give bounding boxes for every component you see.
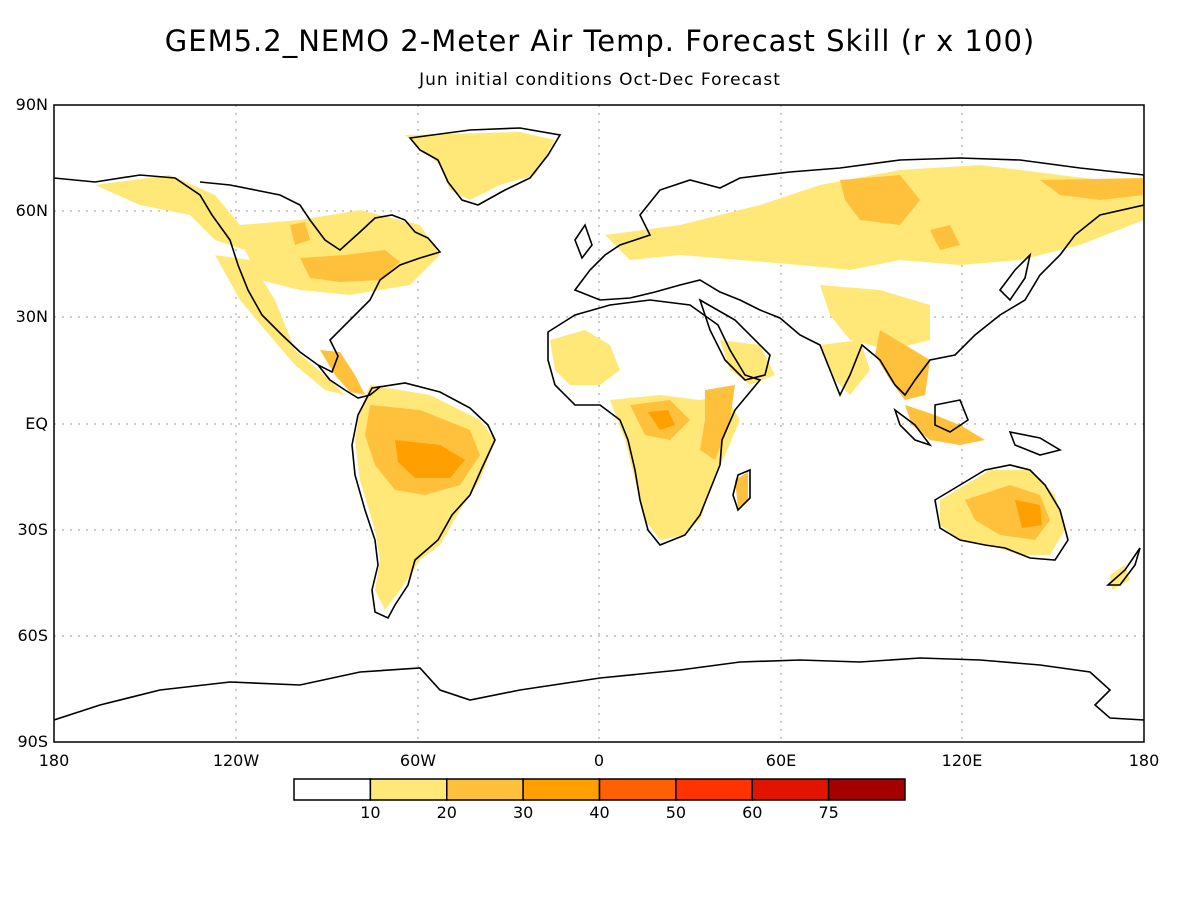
skill-region-congo-core [648, 410, 675, 430]
colorbar-swatch [675, 778, 753, 801]
coastline-south-america [351, 382, 496, 620]
lat-label: 90N [16, 95, 48, 114]
colorbar-swatch [369, 778, 448, 801]
skill-region-central-asia [930, 225, 960, 250]
lon-label: 180 [1129, 751, 1160, 770]
colorbar-swatch [522, 778, 601, 801]
skill-region-hudson [290, 222, 310, 245]
colorbar-label: 75 [818, 803, 838, 822]
lon-label: 60W [400, 751, 436, 770]
skill-region-east-siberia [1040, 178, 1144, 200]
skill-region-arabia [720, 340, 775, 385]
colorbar-label: 50 [666, 803, 686, 822]
coastline-borneo [934, 399, 969, 433]
skill-region-north-africa [550, 330, 620, 385]
lat-label: 30S [17, 520, 48, 539]
colorbar-swatch [293, 778, 372, 801]
skill-region-madagascar [735, 472, 748, 508]
lat-label: 90S [17, 732, 48, 751]
lon-label: 120E [942, 751, 983, 770]
skill-region-india [820, 340, 870, 395]
gridlines [54, 105, 1144, 742]
colorbar-label: 60 [742, 803, 762, 822]
skill-region-se-asia [875, 330, 930, 400]
skill-region-australia-inner [1015, 500, 1042, 528]
coastline-new-guinea [1008, 430, 1063, 456]
coastline-greenland [408, 127, 562, 206]
coastline-antarctica [54, 657, 1144, 721]
colorbar-label: 20 [437, 803, 457, 822]
skill-region-new-zealand [1110, 565, 1130, 590]
colorbar-swatch [446, 778, 524, 801]
colorbar-swatch [827, 778, 906, 801]
colorbar-label: 40 [589, 803, 609, 822]
coastline-new-zealand [1105, 547, 1141, 586]
coastline-japan [998, 252, 1032, 302]
map-title: GEM5.2_NEMO 2-Meter Air Temp. Forecast S… [164, 24, 1036, 58]
colorbar: 10 20 30 40 50 60 75 [293, 778, 906, 822]
lon-labels: 180 120W 60W 0 60E 120E 180 [39, 751, 1160, 770]
coastline-africa [547, 299, 762, 546]
lat-label: EQ [25, 414, 48, 433]
skill-shading [95, 132, 1144, 610]
coastline-europe-asia [573, 157, 1144, 397]
colorbar-label: 10 [360, 803, 380, 822]
skill-region-amazon-core [395, 440, 465, 478]
coastline-arabia [698, 298, 771, 381]
lat-labels: 90N 60N 30N EQ 30S 60S 90S [16, 95, 48, 751]
map-frame [53, 104, 1145, 743]
skill-region-great-lakes [300, 250, 400, 282]
colorbar-swatch [751, 778, 830, 801]
skill-region-tibet [820, 285, 930, 350]
lat-label: 60S [17, 626, 48, 645]
colorbar-swatch [598, 778, 677, 801]
coastline-north-america [54, 174, 442, 374]
coastline-madagascar [732, 468, 751, 512]
lon-label: 120W [213, 751, 260, 770]
coastline-sumatra [893, 407, 933, 447]
lon-label: 180 [39, 751, 70, 770]
lat-label: 30N [16, 307, 48, 326]
coastlines [54, 127, 1144, 721]
skill-region-southern-africa [640, 470, 700, 540]
skill-region-siberia [840, 175, 920, 225]
colorbar-label: 30 [513, 803, 533, 822]
lon-label: 0 [594, 751, 604, 770]
coastline-central-america [317, 364, 381, 399]
skill-region-central-america [320, 350, 365, 395]
coastline-australia [934, 464, 1069, 561]
skill-region-indonesia [905, 405, 985, 445]
map-subtitle: Jun initial conditions Oct-Dec Forecast [419, 70, 781, 90]
skill-region-greenland [405, 132, 555, 200]
skill-region-east-africa [700, 385, 735, 460]
lat-label: 60N [16, 201, 48, 220]
coastline-uk [574, 223, 593, 260]
lon-label: 60E [766, 751, 796, 770]
